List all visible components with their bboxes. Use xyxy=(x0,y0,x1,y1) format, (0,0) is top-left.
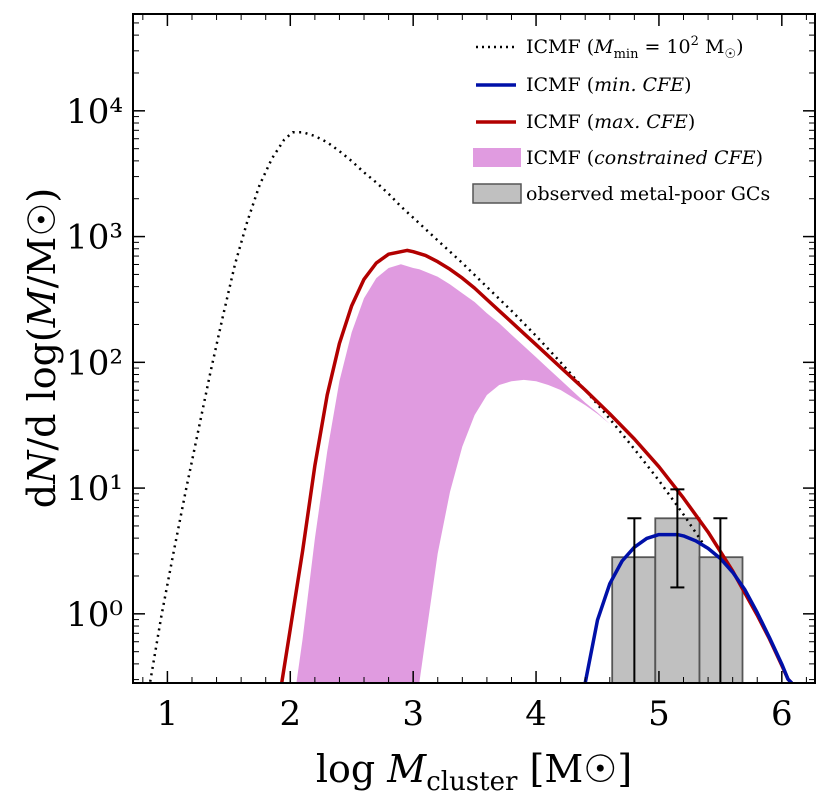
legend-label-min-cfe: ICMF (min. CFE) xyxy=(526,74,692,96)
legend-label-max-cfe: ICMF (max. CFE) xyxy=(526,111,695,133)
legend-label-mmin: ICMF (Mmin = 102 M☉) xyxy=(526,34,744,62)
plot-frame xyxy=(132,13,816,684)
y-axis-label: dN/d log(M/M☉) xyxy=(20,188,64,509)
axis-ticks xyxy=(133,14,815,683)
line-icmf-min-cfe xyxy=(583,532,793,683)
legend: ICMF (Mmin = 102 M☉) ICMF (min. CFE) ICM… xyxy=(472,34,770,205)
x-tick-label: 5 xyxy=(648,694,670,734)
band-constrained-cfe xyxy=(296,264,623,683)
tick-labels: 1 2 3 4 5 6 10⁰ 10¹ 10² 10³ 10⁴ xyxy=(66,92,793,734)
x-tick-label: 6 xyxy=(771,694,793,734)
error-bars xyxy=(627,488,728,683)
legend-label-constrained: ICMF (constrained CFE) xyxy=(526,147,763,169)
series-lines xyxy=(148,130,793,683)
y-tick-label: 10⁴ xyxy=(66,92,123,132)
line-icmf-max-cfe xyxy=(279,248,793,683)
y-tick-label: 10³ xyxy=(66,218,123,258)
y-tick-label: 10¹ xyxy=(66,469,123,509)
legend-swatch-observed xyxy=(472,183,522,204)
x-tick-label: 3 xyxy=(402,694,424,734)
x-tick-label: 1 xyxy=(157,694,179,734)
legend-label-observed: observed metal-poor GCs xyxy=(526,183,770,205)
legend-swatch-constrained xyxy=(473,148,521,167)
x-tick-label: 4 xyxy=(525,694,547,734)
x-axis-label: log Mcluster [M☉] xyxy=(316,747,632,797)
constrained-cfe-band xyxy=(296,264,623,683)
y-tick-label: 10² xyxy=(66,343,123,383)
y-tick-label: 10⁰ xyxy=(66,595,123,635)
plot-area xyxy=(148,130,793,683)
x-tick-label: 2 xyxy=(279,694,301,734)
line-icmf-mmin xyxy=(148,130,710,682)
